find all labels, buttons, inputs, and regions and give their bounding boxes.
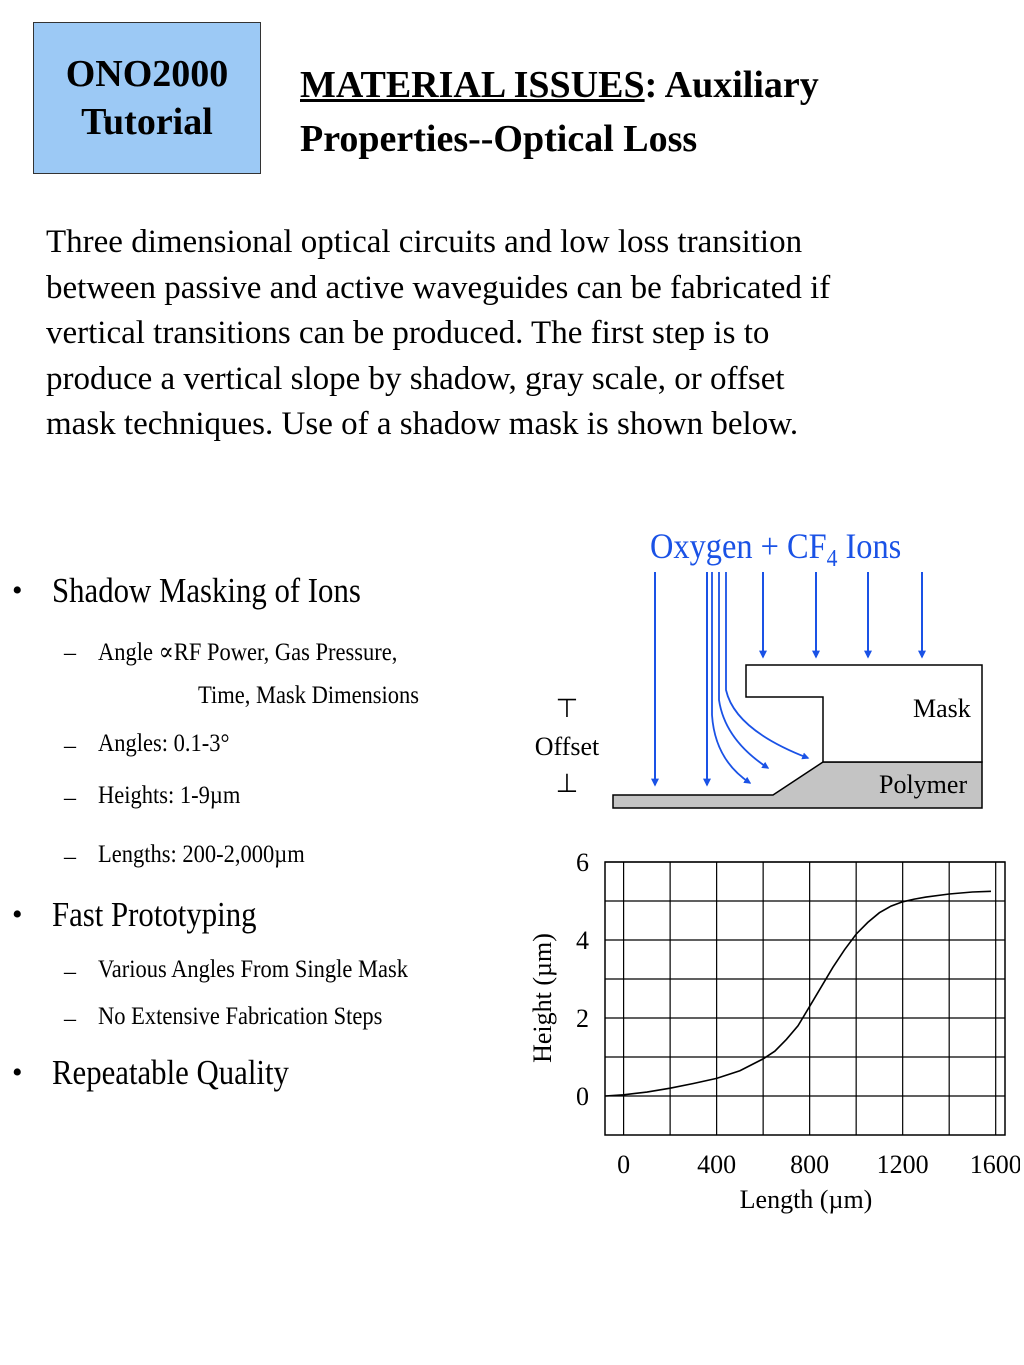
offset-label: Offset [535,732,600,761]
sub-no-extensive: No Extensive Fabrication Steps [98,1003,383,1030]
sub-angle: Angle ∝RF Power, Gas Pressure, [98,637,397,667]
badge-line1: ONO2000 [65,53,229,95]
y-tick-label: 2 [576,1004,589,1033]
bullet-marker: • [12,1056,23,1089]
plot-frame [604,861,1006,1136]
x-axis-label: Length (µm) [740,1185,873,1214]
sub-angles: Angles: 0.1-3° [98,730,230,757]
intro-line: produce a vertical slope by shadow, gray… [46,360,785,397]
title-line2: Properties--Optical Loss [300,118,698,160]
intro-line: vertical transitions can be produced. Th… [46,315,770,351]
intro-line: between passive and active waveguides ca… [46,269,831,306]
bullet-repeatable-quality: Repeatable Quality [52,1053,289,1092]
shadow-mask-diagram: Oxygen + CF4 Ions Polymer Mask ⊤ Offset … [535,526,983,809]
ion-arrow-deflected [711,572,752,784]
offset-bottom-mark: ⊥ [556,769,579,798]
x-tick-label: 400 [697,1150,736,1179]
bullet-marker: • [12,898,23,931]
height-profile-chart: 0 400 800 1200 1600 0 2 4 6 Length (µm) Height … [528,848,1020,1214]
x-tick-label: 0 [617,1150,630,1179]
dash-marker: – [64,733,76,759]
intro-line: mask techniques. Use of a shadow mask is… [46,406,799,442]
polymer-label: Polymer [879,770,967,799]
title-underlined: MATERIAL ISSUES [300,64,645,106]
ion-arrow-deflected [718,572,770,769]
sub-angle-a: Angle [98,639,159,666]
x-tick-label: 1200 [877,1150,929,1179]
proportional-symbol: ∝ [158,639,174,666]
x-tick-label: 1600 [970,1150,1020,1179]
badge-line2: Tutorial [81,101,213,143]
sub-heights: Heights: 1-9µm [98,782,241,809]
mask-label: Mask [913,694,971,723]
y-tick-label: 0 [576,1082,589,1111]
sub-angle-cont: Time, Mask Dimensions [198,682,420,709]
sub-various-angles: Various Angles From Single Mask [98,956,409,983]
dash-marker: – [64,844,76,870]
sub-angle-b: RF Power, Gas Pressure, [173,639,398,666]
sub-lengths: Lengths: 200-2,000µm [98,841,305,868]
dash-marker: – [64,959,76,985]
bullet-fast-prototyping: Fast Prototyping [52,895,257,934]
tutorial-badge: ONO2000 Tutorial [33,22,261,174]
title-rest: : Auxiliary [644,64,819,106]
intro-paragraph: Three dimensional optical circuits and l… [46,220,976,448]
dash-marker: – [64,640,76,666]
slide-title: MATERIAL ISSUES: Auxiliary Properties--O… [300,58,1000,166]
dash-marker: – [64,1006,76,1032]
height-curve [604,890,992,1097]
x-tick-label: 800 [790,1150,829,1179]
y-tick-label: 6 [576,848,589,877]
offset-top-mark: ⊤ [556,694,579,723]
y-tick-label: 4 [576,926,589,955]
intro-line: Three dimensional optical circuits and l… [46,224,803,260]
bullet-marker: • [12,574,23,607]
ion-arrow-deflected [725,572,810,760]
y-axis-label: Height (µm) [528,933,557,1063]
ions-label: Oxygen + CF4 Ions [650,526,901,571]
bullet-shadow-masking: Shadow Masking of Ions [52,571,361,610]
mask-body [745,664,983,763]
dash-marker: – [64,785,76,811]
